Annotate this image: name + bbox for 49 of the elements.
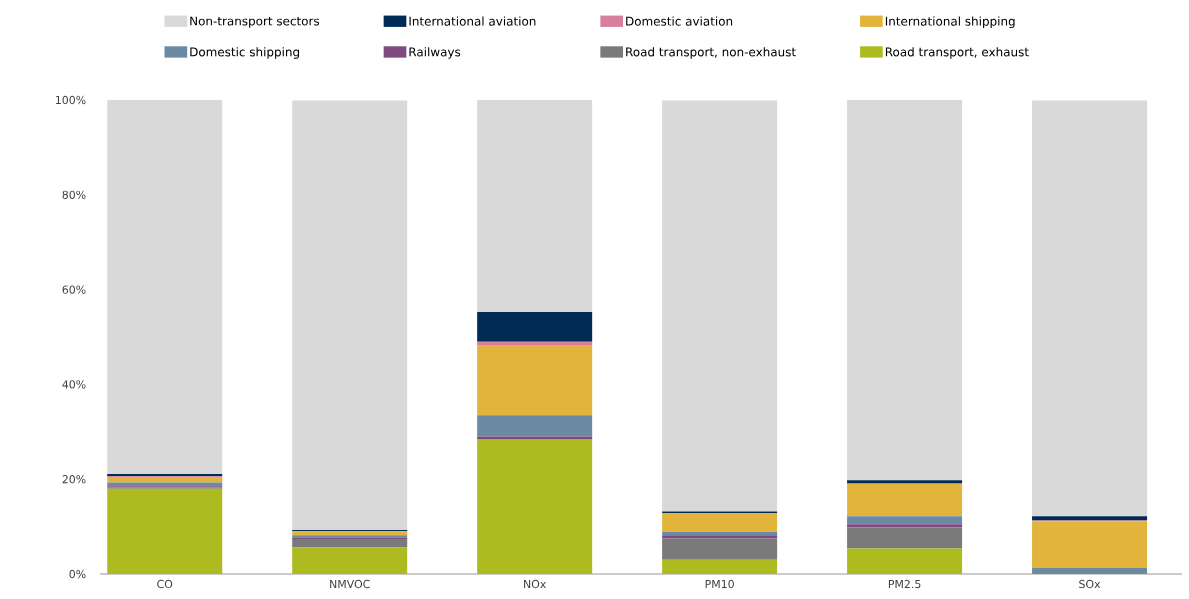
bar — [847, 548, 963, 574]
x-tick-label: CO — [157, 579, 173, 589]
bar — [662, 100, 778, 512]
bar — [847, 516, 963, 525]
bar — [107, 100, 223, 474]
bar — [662, 559, 778, 574]
bar — [1032, 100, 1148, 517]
bar — [292, 100, 408, 530]
bar — [847, 100, 963, 481]
bar — [477, 341, 593, 346]
x-tick-label: NOx — [524, 579, 546, 589]
bar — [107, 488, 223, 574]
y-tick-label: 60% — [62, 285, 86, 294]
bar — [662, 538, 778, 560]
bar — [107, 477, 223, 483]
bar — [477, 311, 593, 342]
legend-label: International shipping — [885, 16, 1015, 29]
bar — [1032, 516, 1148, 521]
legend-label: Non-transport sectors — [190, 16, 320, 28]
y-tick-label: 100% — [56, 95, 86, 105]
bar — [662, 513, 778, 532]
y-tick-label: 0% — [69, 569, 86, 579]
bar — [662, 535, 778, 539]
y-tick-label: 80% — [62, 190, 86, 199]
x-tick-label: NMVOC — [330, 579, 370, 589]
bar — [292, 531, 408, 536]
legend-label: Road transport, non-exhaust — [626, 47, 796, 59]
x-tick-label: PM10 — [705, 579, 734, 589]
legend-label: Railways — [409, 47, 461, 59]
bar — [847, 527, 963, 549]
bar — [847, 524, 963, 528]
bar — [477, 439, 593, 574]
bar — [292, 547, 408, 574]
legend-label: Road transport, exhaust — [885, 47, 1029, 59]
bar — [662, 531, 778, 536]
bar — [477, 345, 593, 416]
y-tick-label: 20% — [62, 475, 86, 484]
bar — [847, 483, 963, 517]
bar — [292, 538, 408, 548]
bar — [477, 100, 593, 312]
legend-label: Domestic shipping — [190, 47, 299, 59]
x-tick-label: PM2.5 — [888, 579, 921, 589]
legend-label: International aviation — [409, 16, 536, 26]
bar — [1032, 521, 1148, 568]
x-tick-label: SOx — [1079, 579, 1101, 589]
legend-label: Domestic aviation — [626, 16, 733, 26]
bar — [477, 415, 593, 437]
bar — [1032, 567, 1148, 574]
y-tick-label: 40% — [62, 380, 86, 389]
